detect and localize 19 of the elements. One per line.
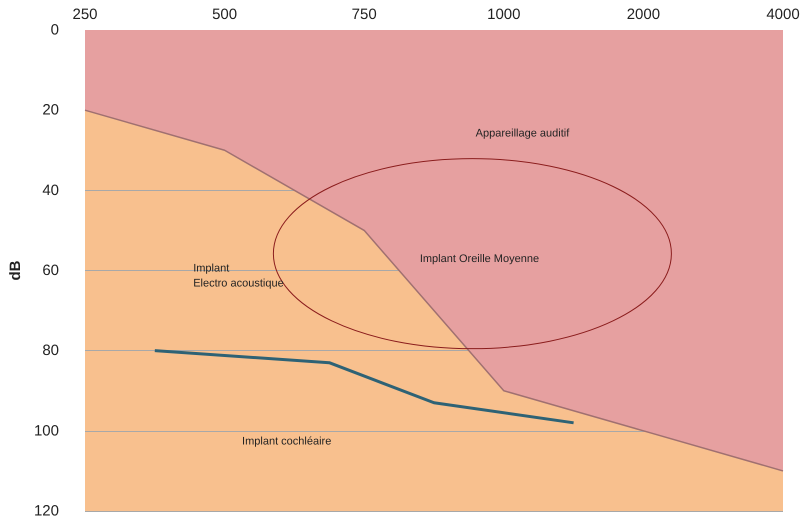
x-tick-label: 4000 [766,6,800,23]
annotation: Implant Oreille Moyenne [420,252,540,265]
line-series [153,349,576,424]
y-tick-label: 0 [50,22,59,38]
x-tick-label: 750 [352,6,377,23]
x-tick-label: 500 [212,6,238,23]
y-tick-label: 40 [42,182,59,199]
y-tick-label: 80 [42,342,59,360]
y-tick-label: 20 [42,102,59,119]
y-tick-label: 120 [34,502,59,520]
x-tick-label: 1000 [487,6,520,23]
y-axis-title: dB [7,260,24,280]
x-tick-label: 2000 [626,6,660,23]
y-tick-label: 60 [42,262,59,279]
x-tick-label: 250 [72,6,98,23]
annotation: Appareillage auditif [476,128,570,140]
annotation: Implant cochléaire [242,436,332,448]
y-tick-label: 100 [34,422,59,440]
annotation: Implant Electro acoustique [193,262,284,290]
